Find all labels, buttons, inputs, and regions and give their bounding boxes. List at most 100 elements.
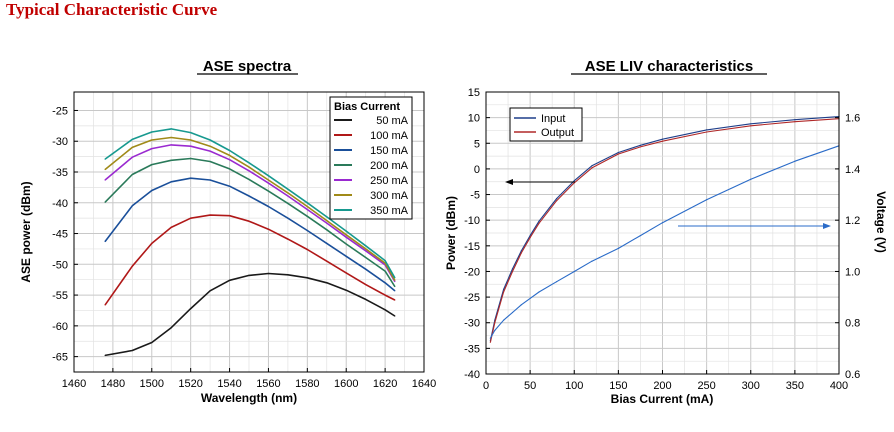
- ase-liv-legend-label-output: Output: [541, 127, 574, 139]
- ase-spectra-legend: Bias Current 50 mA 100 mA 150 mA 200 mA 250 …: [329, 96, 413, 220]
- ase-spectra-point-350-ma: [151, 131, 153, 133]
- ase-spectra-point-100-ma: [394, 299, 396, 301]
- ase-spectra-title: ASE spectra: [203, 58, 292, 75]
- ase-spectra-point-250-ma: [345, 236, 347, 238]
- ase-liv-x-tick-label: 350: [786, 380, 804, 392]
- ase-liv-point-voltage: [591, 260, 593, 262]
- ase-liv-y2-tick-label: 0.8: [845, 318, 860, 330]
- ase-spectra-point-50-ma: [248, 274, 250, 276]
- ase-spectra-point-350-ma: [229, 149, 231, 152]
- ase-liv-point-output: [794, 121, 796, 123]
- ase-spectra-x-tick-label: 1480: [101, 378, 125, 390]
- ase-liv-ylabel: Power (dBm): [444, 196, 458, 270]
- ase-spectra-point-50-ma: [267, 272, 269, 275]
- ase-spectra-chart: 1460 1480 1500 1520 1540 1560 1580 1600 1620 1640…: [19, 58, 436, 405]
- ase-spectra-x-tick-label: 1520: [178, 378, 202, 390]
- ase-liv-x-tick-label: 150: [609, 380, 627, 392]
- ase-spectra-point-250-ma: [131, 156, 133, 158]
- ase-liv-point-input: [617, 151, 620, 154]
- ase-spectra-point-100-ma: [267, 228, 269, 230]
- ase-spectra-x-tick-label: 1500: [140, 378, 164, 390]
- ase-liv-x-tick-label: 300: [742, 380, 760, 392]
- ase-spectra-point-50-ma: [287, 274, 289, 276]
- ase-spectra-series-100-ma: [104, 214, 396, 306]
- ase-spectra-point-350-ma: [190, 132, 192, 134]
- ase-spectra-point-200-ma: [326, 229, 328, 231]
- ase-liv-x-tick-label: 50: [524, 380, 536, 392]
- ase-spectra-point-200-ma: [394, 285, 396, 288]
- ase-spectra-point-50-ma: [365, 298, 367, 300]
- ase-liv-title: ASE LIV characteristics: [585, 58, 753, 75]
- ase-liv-x-tick-label: 250: [697, 380, 715, 392]
- ase-spectra-point-300-ma: [170, 136, 172, 139]
- ase-spectra-point-350-ma: [287, 188, 289, 190]
- ase-spectra-y-tick-label: -25: [52, 105, 68, 117]
- ase-liv-point-voltage: [511, 311, 514, 314]
- ase-spectra-point-50-ma: [131, 349, 133, 352]
- ase-spectra-point-150-ma: [190, 177, 192, 179]
- ase-spectra-legend-label-350-ma: 350 mA: [370, 205, 409, 217]
- ase-spectra-point-250-ma: [394, 280, 396, 283]
- ase-spectra-point-50-ma: [345, 289, 347, 291]
- ase-liv-lines: [489, 116, 840, 343]
- ase-spectra-point-350-ma: [345, 230, 347, 232]
- ase-spectra-point-100-ma: [306, 248, 308, 251]
- ase-liv-point-input: [556, 198, 558, 200]
- ase-spectra-point-50-ma: [151, 341, 153, 344]
- ase-liv-grid: [486, 92, 839, 374]
- ase-liv-point-output: [538, 222, 540, 224]
- ase-spectra-series-150-ma: [104, 177, 396, 292]
- ase-liv-point-output: [591, 167, 593, 169]
- ase-liv-point-input: [573, 180, 575, 182]
- ase-spectra-point-150-ma: [131, 205, 133, 207]
- ase-spectra-series-350-ma: [104, 128, 396, 279]
- ase-spectra-x-tick-label: 1640: [412, 378, 436, 390]
- ase-liv-point-voltage: [750, 178, 752, 180]
- ase-spectra-point-300-ma: [365, 248, 367, 250]
- ase-liv-point-output: [706, 131, 708, 133]
- ase-spectra-point-300-ma: [326, 220, 328, 222]
- ase-liv-legend: Input Output: [509, 107, 583, 142]
- ase-spectra-point-150-ma: [365, 268, 367, 270]
- ase-spectra-point-100-ma: [131, 265, 133, 267]
- ase-liv-point-output: [617, 153, 620, 155]
- ase-liv-point-output: [494, 322, 496, 324]
- ase-spectra-point-200-ma: [170, 159, 172, 161]
- ase-spectra-point-350-ma: [248, 162, 250, 164]
- ase-spectra-point-300-ma: [190, 139, 192, 141]
- ase-liv-point-voltage: [489, 337, 491, 339]
- ase-spectra-point-150-ma: [287, 217, 289, 219]
- ase-spectra-legend-label-300-ma: 300 mA: [370, 190, 409, 202]
- ase-liv-legend-label-input: Input: [541, 113, 565, 125]
- ase-liv-y-tick-label: -30: [464, 318, 480, 330]
- ase-spectra-point-150-ma: [104, 240, 106, 243]
- ase-spectra-series-200-ma: [104, 157, 396, 287]
- ase-liv-point-voltage: [529, 297, 531, 299]
- ase-spectra-point-250-ma: [267, 182, 269, 184]
- ase-spectra-point-150-ma: [326, 242, 328, 244]
- ase-spectra-point-300-ma: [306, 205, 308, 208]
- ase-spectra-point-150-ma: [151, 189, 153, 192]
- ase-spectra-point-200-ma: [151, 164, 153, 166]
- ase-liv-point-input: [503, 288, 505, 290]
- ase-liv-series-input: [489, 116, 840, 341]
- ase-liv-point-input: [661, 138, 664, 140]
- ase-spectra-point-150-ma: [267, 205, 269, 208]
- ase-liv-point-output: [750, 125, 752, 127]
- ase-spectra-point-300-ma: [209, 145, 211, 147]
- ase-liv-y-tick-label: 15: [468, 87, 480, 99]
- ase-liv-y2-tick-label: 1.2: [845, 215, 860, 227]
- ase-liv-y-tick-label: -25: [464, 292, 480, 304]
- ase-spectra-point-250-ma: [170, 144, 172, 146]
- ase-spectra-point-250-ma: [287, 195, 289, 197]
- ase-spectra-point-100-ma: [104, 304, 106, 306]
- ase-liv-point-voltage: [639, 235, 642, 237]
- ase-liv-ticks: 0 50 100 150 200 250 300 350 400-40-35-30-25-20-…: [464, 87, 860, 392]
- ase-liv-point-output: [489, 341, 491, 343]
- ase-liv-series-output: [489, 118, 840, 343]
- ase-spectra-y-tick-label: -60: [52, 321, 68, 333]
- ase-liv-point-output: [639, 146, 642, 148]
- ase-liv-x-tick-label: 100: [565, 380, 583, 392]
- ase-spectra-point-350-ma: [209, 139, 211, 141]
